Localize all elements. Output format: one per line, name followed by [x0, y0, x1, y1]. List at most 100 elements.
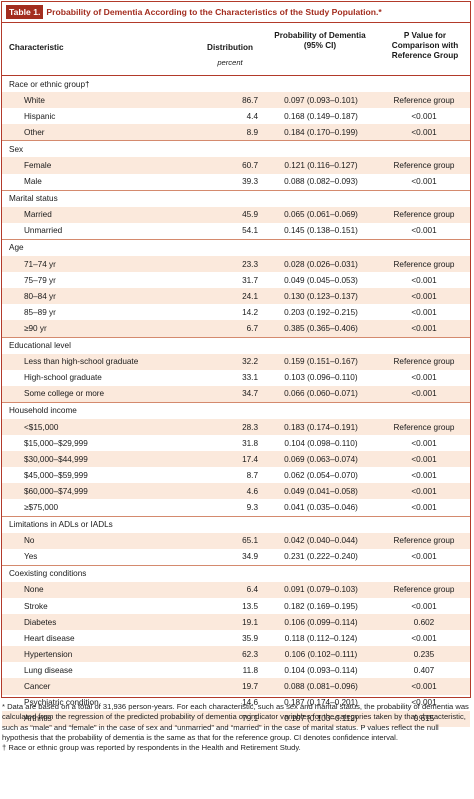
table-row: $60,000–$74,999 4.6 0.049 (0.041–0.058) <0.… — [2, 483, 470, 500]
row-probability: 0.049 (0.045–0.053) — [284, 275, 358, 285]
group-name: Household income — [9, 406, 77, 416]
group-header-row: Limitations in ADLs or IADLs — [2, 515, 470, 533]
row-pvalue: Reference group — [393, 422, 455, 432]
row-pvalue: <0.001 — [411, 177, 437, 187]
row-characteristic: $15,000–$29,999 — [24, 438, 88, 448]
row-distribution: 31.7 — [242, 275, 258, 285]
row-probability: 0.385 (0.365–0.406) — [284, 323, 358, 333]
header-probability: Probability of Dementia (95% CI) — [274, 31, 366, 50]
table-row: Stroke 13.5 0.182 (0.169–0.195) <0.001 — [2, 598, 470, 614]
row-characteristic: $30,000–$44,999 — [24, 454, 88, 464]
row-probability: 0.088 (0.082–0.093) — [284, 177, 358, 187]
group-header-row: Sex — [2, 140, 470, 157]
row-distribution: 33.1 — [242, 373, 258, 383]
row-distribution: 14.6 — [242, 698, 258, 708]
table-row: 80–84 yr 24.1 0.130 (0.123–0.137) <0.001 — [2, 288, 470, 305]
table-row: Hispanic 4.4 0.168 (0.149–0.187) <0.001 — [2, 108, 470, 124]
row-probability: 0.042 (0.040–0.044) — [284, 536, 358, 546]
row-probability: 0.097 (0.093–0.101) — [284, 95, 358, 105]
row-probability: 0.062 (0.054–0.070) — [284, 470, 358, 480]
row-characteristic: Lung disease — [24, 665, 73, 675]
footnote-dagger: † Race or ethnic group was reported by r… — [2, 743, 301, 753]
row-pvalue: Reference group — [393, 357, 455, 367]
table-row: ≥$75,000 9.3 0.041 (0.035–0.046) <0.001 — [2, 499, 470, 515]
row-characteristic: ≥$75,000 — [24, 502, 59, 512]
row-probability: 0.145 (0.138–0.151) — [284, 226, 358, 236]
row-pvalue: <0.001 — [411, 389, 437, 399]
table-row: $15,000–$29,999 31.8 0.104 (0.098–0.110) <0… — [2, 435, 470, 451]
row-distribution: 28.3 — [242, 422, 258, 432]
group-header-row: Race or ethnic group† — [2, 76, 470, 92]
row-probability: 0.118 (0.112–0.124) — [284, 633, 358, 643]
row-distribution: 8.7 — [246, 470, 258, 480]
row-characteristic: White — [24, 95, 45, 105]
row-pvalue: Reference group — [393, 585, 455, 595]
row-pvalue: <0.001 — [411, 633, 437, 643]
row-distribution: 45.9 — [242, 210, 258, 220]
row-characteristic: Heart disease — [24, 633, 75, 643]
table-row: Cancer 19.7 0.088 (0.081–0.096) <0.001 — [2, 678, 470, 695]
table-row: Hypertension 62.3 0.106 (0.102–0.111) 0.235 — [2, 646, 470, 663]
table-label: Table 1. — [6, 5, 44, 19]
row-characteristic: Diabetes — [24, 617, 57, 627]
group-name: Limitations in ADLs or IADLs — [9, 520, 113, 530]
row-probability: 0.088 (0.081–0.096) — [284, 682, 358, 692]
table-row: Male 39.3 0.088 (0.082–0.093) <0.001 — [2, 174, 470, 190]
row-pvalue: <0.001 — [411, 127, 437, 137]
row-probability: 0.184 (0.170–0.199) — [284, 127, 358, 137]
table-row: Some college or more 34.7 0.066 (0.060–0.0… — [2, 385, 470, 402]
row-probability: 0.182 (0.169–0.195) — [284, 601, 358, 611]
row-pvalue: <0.001 — [411, 226, 437, 236]
row-distribution: 4.4 — [246, 111, 258, 121]
row-pvalue: <0.001 — [411, 552, 437, 562]
group-header-row: Household income — [2, 401, 470, 419]
row-characteristic: Unmarried — [24, 226, 63, 236]
row-pvalue: <0.001 — [411, 111, 437, 121]
row-characteristic: Stroke — [24, 601, 48, 611]
row-distribution: 31.8 — [242, 438, 258, 448]
row-characteristic: Hypertension — [24, 649, 73, 659]
table-header: Characteristic Distribution percent Prob… — [2, 23, 470, 75]
row-distribution: 39.3 — [242, 177, 258, 187]
row-distribution: 62.3 — [242, 649, 258, 659]
table-row: Female 60.7 0.121 (0.116–0.127) Reference g… — [2, 157, 470, 174]
row-characteristic: 71–74 yr — [24, 259, 56, 269]
row-characteristic: Less than high-school graduate — [24, 357, 139, 367]
table-title: Probability of Dementia According to the… — [46, 7, 382, 17]
row-probability: 0.066 (0.060–0.071) — [284, 389, 358, 399]
row-characteristic: Cancer — [24, 682, 51, 692]
header-distribution: Distribution — [207, 43, 253, 52]
row-characteristic: None — [24, 585, 44, 595]
row-pvalue: <0.001 — [411, 682, 437, 692]
row-pvalue: <0.001 — [411, 470, 437, 480]
table-row: High-school graduate 33.1 0.103 (0.096–0.1… — [2, 370, 470, 386]
group-name: Sex — [9, 144, 24, 154]
row-characteristic: Yes — [24, 552, 38, 562]
table-row: Married 45.9 0.065 (0.061–0.069) Reference … — [2, 206, 470, 223]
table-frame: Table 1. Probability of Dementia Accordi… — [1, 1, 471, 727]
row-distribution: 35.9 — [242, 633, 258, 643]
table-row: 71–74 yr 23.3 0.028 (0.026–0.031) Reference… — [2, 256, 470, 273]
row-probability: 0.104 (0.093–0.114) — [284, 665, 358, 675]
row-distribution: 9.3 — [246, 502, 258, 512]
row-pvalue: Reference group — [393, 259, 455, 269]
row-distribution: 6.4 — [246, 585, 258, 595]
group-header-row: Coexisting conditions — [2, 564, 470, 582]
row-distribution: 6.7 — [246, 323, 258, 333]
table-row: ≥90 yr 6.7 0.385 (0.365–0.406) <0.001 — [2, 320, 470, 337]
row-pvalue: <0.001 — [411, 698, 437, 708]
row-characteristic: Hispanic — [24, 111, 56, 121]
row-characteristic: No — [24, 536, 35, 546]
row-probability: 0.121 (0.116–0.127) — [284, 161, 358, 171]
row-pvalue: <0.001 — [411, 307, 437, 317]
row-pvalue: 0.407 — [413, 665, 435, 675]
row-distribution: 8.9 — [246, 127, 258, 137]
row-probability: 0.069 (0.063–0.074) — [284, 454, 358, 464]
row-pvalue: <0.001 — [411, 601, 437, 611]
table-row: White 86.7 0.097 (0.093–0.101) Reference gr… — [2, 92, 470, 109]
row-distribution: 13.5 — [242, 601, 258, 611]
row-characteristic: 75–79 yr — [24, 275, 56, 285]
row-characteristic: Male — [24, 177, 42, 187]
row-characteristic: High-school graduate — [24, 373, 102, 383]
row-probability: 0.028 (0.026–0.031) — [284, 259, 358, 269]
